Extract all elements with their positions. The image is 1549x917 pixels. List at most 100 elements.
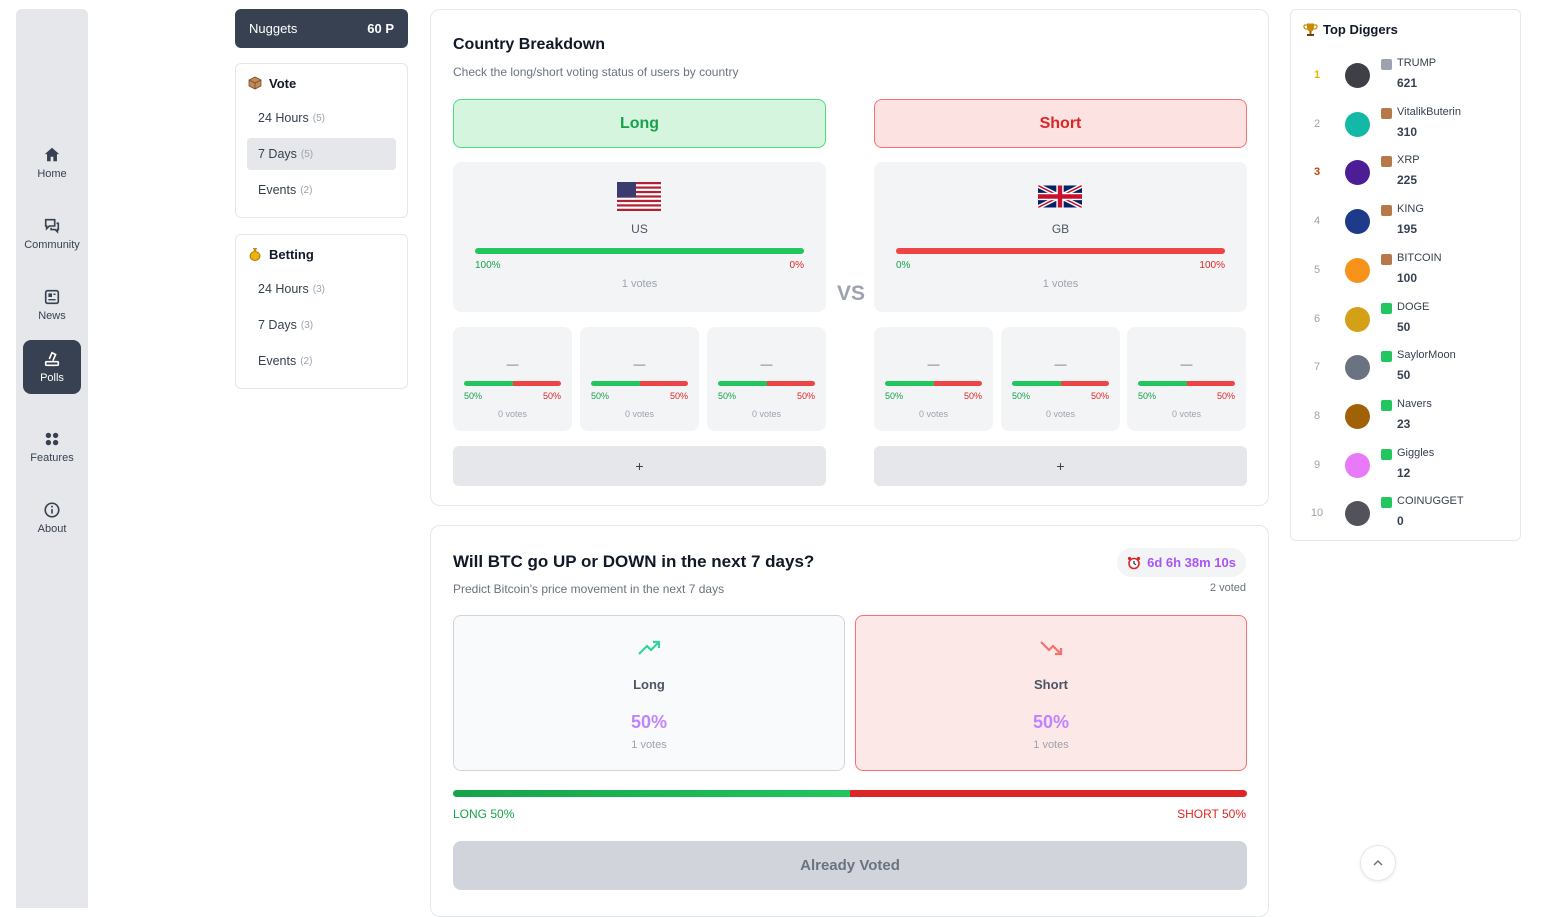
slot-pct-long: 50% — [464, 391, 483, 401]
digger-row[interactable]: 4 KING 195 — [1291, 200, 1520, 246]
nav-home[interactable]: Home — [23, 136, 81, 190]
slot-bar — [1138, 381, 1235, 386]
digger-rank: 7 — [1313, 361, 1321, 374]
avatar — [1345, 209, 1370, 235]
nuggets-label: Nuggets — [249, 21, 298, 36]
slot-pct-long: 50% — [718, 391, 737, 401]
long-country-pct-long: 100% — [475, 260, 501, 271]
betting-item-events[interactable]: Events (2) — [247, 345, 396, 377]
vote-item-7d[interactable]: 7 Days (5) — [247, 138, 396, 170]
vote-item-events[interactable]: Events (2) — [247, 174, 396, 206]
vs-label: VS — [837, 282, 866, 305]
long-country-code: US — [631, 222, 648, 236]
digger-row[interactable]: 8 Navers 23 — [1291, 395, 1520, 441]
poll-short-pct: 50% — [1032, 712, 1070, 732]
grid-icon — [45, 432, 59, 446]
digger-rank: 4 — [1313, 215, 1321, 228]
betting-item-label: 24 Hours — [258, 282, 309, 296]
betting-item-7d[interactable]: 7 Days (3) — [247, 309, 396, 341]
scroll-to-top-button[interactable] — [1360, 845, 1396, 881]
short-country-panel[interactable]: GB 0% 100% 1 votes — [874, 162, 1247, 312]
long-empty-slot[interactable]: — 50% 50% 0 votes — [453, 327, 572, 431]
slot-dash: — — [927, 357, 940, 371]
long-empty-slot[interactable]: — 50% 50% 0 votes — [707, 327, 826, 431]
slot-bar-long — [1012, 381, 1061, 386]
poll-long-label: Long — [633, 677, 665, 692]
digger-name: XRP — [1397, 154, 1420, 167]
vote-item-24h[interactable]: 24 Hours (5) — [247, 102, 396, 134]
vote-category-box: Vote 24 Hours (5) 7 Days (5) Events (2) — [235, 63, 408, 218]
slot-bar — [591, 381, 688, 386]
slot-bar-long — [1138, 381, 1187, 386]
digger-row[interactable]: 3 XRP 225 — [1291, 151, 1520, 197]
slot-bar — [464, 381, 561, 386]
digger-rank: 3 — [1313, 166, 1321, 179]
breakdown-subtitle: Check the long/short voting status of us… — [453, 65, 739, 79]
top-diggers-panel: Top Diggers 1 TRUMP 621 2 VitalikButerin 310 3… — [1290, 9, 1521, 541]
poll-timer-text: 6d 6h 38m 10s — [1147, 555, 1236, 570]
nav-about-label: About — [37, 523, 67, 535]
long-empty-slot[interactable]: — 50% 50% 0 votes — [580, 327, 699, 431]
nav-community[interactable]: Community — [23, 207, 81, 261]
short-side-button[interactable]: Short — [874, 99, 1247, 148]
digger-name: Giggles — [1397, 446, 1435, 459]
nav-about[interactable]: About — [23, 491, 81, 545]
add-short-country-button[interactable]: + — [874, 446, 1247, 486]
long-side-button[interactable]: Long — [453, 99, 826, 148]
betting-item-count: (3) — [312, 283, 325, 295]
digger-rank: 6 — [1313, 312, 1321, 325]
trending-down-icon — [1040, 641, 1063, 656]
short-empty-slot[interactable]: — 50% 50% 0 votes — [1127, 327, 1246, 431]
digger-name: BITCOIN — [1397, 251, 1442, 264]
vote-item-count: (2) — [300, 184, 313, 196]
digger-row[interactable]: 1 TRUMP 621 — [1291, 54, 1520, 100]
betting-item-24h[interactable]: 24 Hours (3) — [247, 273, 396, 305]
slot-votes: 0 votes — [1045, 409, 1076, 419]
poll-short-label: Short — [1034, 677, 1068, 692]
short-empty-slot[interactable]: — 50% 50% 0 votes — [874, 327, 993, 431]
slot-bar — [1012, 381, 1109, 386]
digger-name: KING — [1397, 203, 1424, 216]
nav-features-label: Features — [30, 452, 74, 464]
slot-bar-short — [1060, 381, 1109, 386]
digger-row[interactable]: 6 DOGE 50 — [1291, 298, 1520, 344]
alarm-clock-icon — [1128, 556, 1141, 569]
digger-rank: 10 — [1310, 507, 1324, 520]
digger-score: 621 — [1397, 76, 1418, 90]
digger-name: COINUGGET — [1397, 495, 1464, 508]
slot-pct-long: 50% — [1012, 391, 1031, 401]
poll-long-votes: 1 votes — [631, 739, 667, 751]
country-breakdown-card: Country Breakdown Check the long/short v… — [430, 9, 1269, 506]
avatar — [1345, 501, 1370, 527]
short-empty-slot[interactable]: — 50% 50% 0 votes — [1001, 327, 1120, 431]
already-voted-button[interactable]: Already Voted — [453, 841, 1247, 890]
info-icon — [44, 502, 60, 518]
chevron-up-icon — [1373, 859, 1383, 866]
digger-row[interactable]: 2 VitalikButerin 310 — [1291, 103, 1520, 149]
nuggets-balance[interactable]: Nuggets 60 P — [235, 9, 408, 48]
slot-bar-short — [1186, 381, 1235, 386]
nav-polls[interactable]: Polls — [23, 340, 81, 394]
digger-row[interactable]: 10 COINUGGET 0 — [1291, 492, 1520, 538]
slot-votes: 0 votes — [751, 409, 782, 419]
digger-row[interactable]: 9 Giggles 12 — [1291, 444, 1520, 490]
digger-rank: 9 — [1313, 458, 1321, 471]
tier-badge-icon — [1381, 107, 1392, 119]
poll-timer: 6d 6h 38m 10s — [1117, 548, 1246, 577]
digger-rank: 5 — [1313, 263, 1321, 276]
news-icon — [44, 289, 60, 305]
digger-row[interactable]: 5 BITCOIN 100 — [1291, 249, 1520, 295]
betting-item-count: (2) — [300, 355, 313, 367]
short-country-bar — [896, 248, 1225, 254]
nav-news[interactable]: News — [23, 278, 81, 332]
add-long-country-button[interactable]: + — [453, 446, 826, 486]
poll-long-option[interactable]: Long 50% 1 votes — [453, 615, 845, 771]
slot-bar-long — [718, 381, 767, 386]
nav-features[interactable]: Features — [23, 420, 81, 474]
slot-dash: — — [633, 357, 646, 371]
long-country-bar — [475, 248, 804, 254]
long-country-panel[interactable]: US 100% 0% 1 votes — [453, 162, 826, 312]
digger-row[interactable]: 7 SaylorMoon 50 — [1291, 346, 1520, 392]
slot-pct-short: 50% — [796, 391, 815, 401]
poll-short-option[interactable]: Short 50% 1 votes — [855, 615, 1247, 771]
